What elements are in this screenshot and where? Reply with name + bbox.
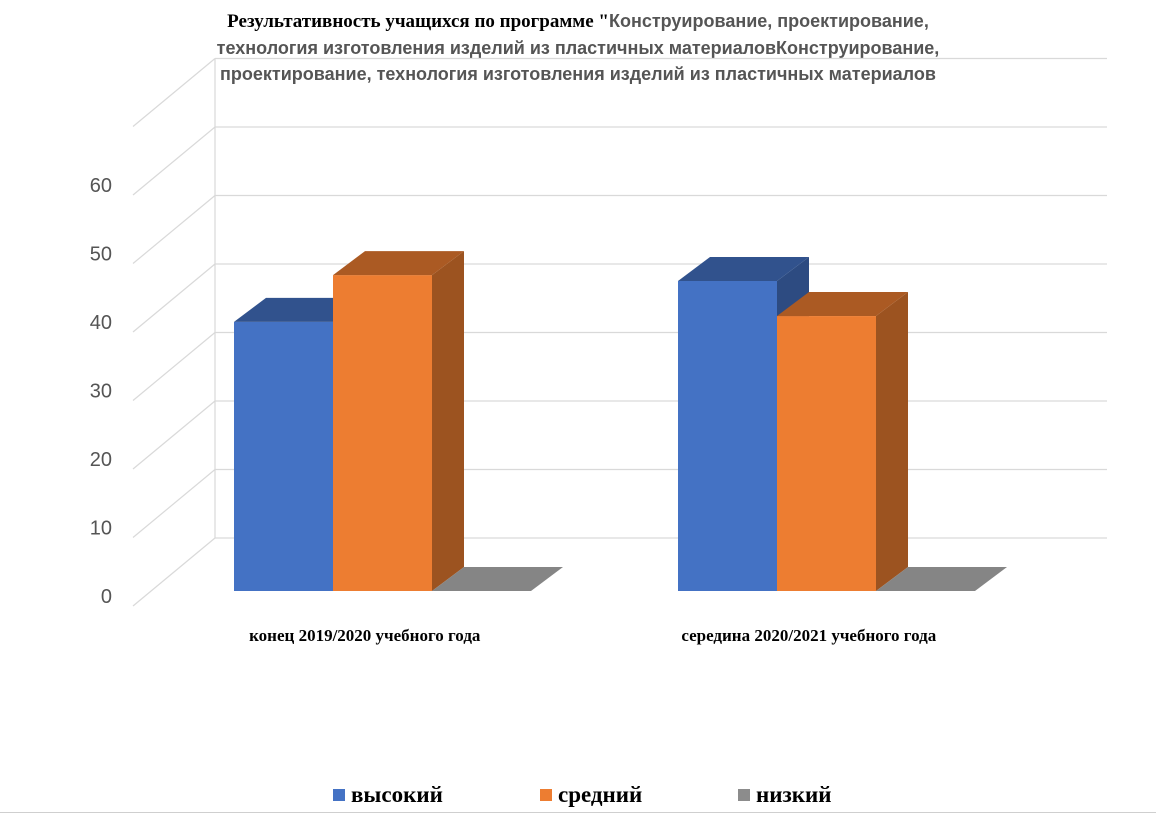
bar-side — [432, 251, 464, 591]
y-tick-label: 50 — [90, 244, 112, 266]
chart-title-line-2: технология изготовления изделий из пласт… — [216, 38, 940, 58]
bar-top — [876, 567, 1007, 591]
legend-swatch — [540, 789, 552, 801]
bar — [432, 567, 563, 591]
bar-top — [333, 251, 464, 276]
bar — [333, 251, 464, 591]
gridline-side — [132, 126, 216, 196]
chart-title-line-1: Результативность учащихся по программе "… — [0, 8, 1156, 35]
gridline-side — [132, 58, 216, 127]
y-tick-label: 60 — [90, 175, 112, 197]
bar-top — [777, 292, 908, 317]
x-category-label: середина 2020/2021 учебного года — [681, 626, 936, 645]
bar-top — [678, 256, 809, 281]
chart-title-line-3: проектирование, технология изготовления … — [220, 64, 936, 84]
bar-front — [234, 321, 333, 591]
chart-title: Результативность учащихся по программе "… — [0, 8, 1156, 87]
y-tick-labels: 0 10 20 30 40 50 60 — [90, 175, 112, 608]
chart-title-part-1: Результативность учащихся по программе " — [227, 11, 609, 32]
legend: высокий средний низкий — [0, 778, 1156, 812]
legend-item: средний — [540, 778, 642, 812]
bar-side — [876, 292, 908, 591]
y-tick-label: 20 — [90, 449, 112, 471]
legend-label: средний — [558, 782, 643, 807]
legend-swatch — [333, 789, 345, 801]
bar — [876, 567, 1007, 591]
legend-item: высокий — [333, 778, 443, 812]
y-tick-label: 0 — [101, 586, 112, 608]
bar-top — [234, 297, 365, 322]
y-tick-label: 40 — [90, 312, 112, 334]
bottom-divider — [0, 812, 1156, 813]
gridline-side — [132, 537, 216, 607]
y-tick-label: 30 — [90, 381, 112, 403]
bar-front — [777, 316, 876, 591]
gridline-side — [132, 195, 216, 264]
bar — [777, 292, 908, 591]
x-category-label: конец 2019/2020 учебного года — [249, 626, 481, 645]
bar-front — [678, 280, 777, 591]
legend-label: высокий — [351, 782, 443, 807]
legend-swatch — [738, 789, 750, 801]
y-tick-label: 10 — [90, 518, 112, 540]
legend-label: низкий — [756, 782, 832, 807]
bar-front — [333, 275, 432, 591]
gridline-side — [132, 469, 216, 538]
legend-item: низкий — [738, 778, 832, 812]
gridline-side — [132, 263, 216, 333]
gridline-side — [132, 332, 216, 401]
gridline-side — [132, 400, 216, 470]
bar-top — [432, 567, 563, 591]
chart-title-part-2: Конструирование, проектирование, — [608, 11, 929, 31]
bars — [234, 251, 1007, 591]
